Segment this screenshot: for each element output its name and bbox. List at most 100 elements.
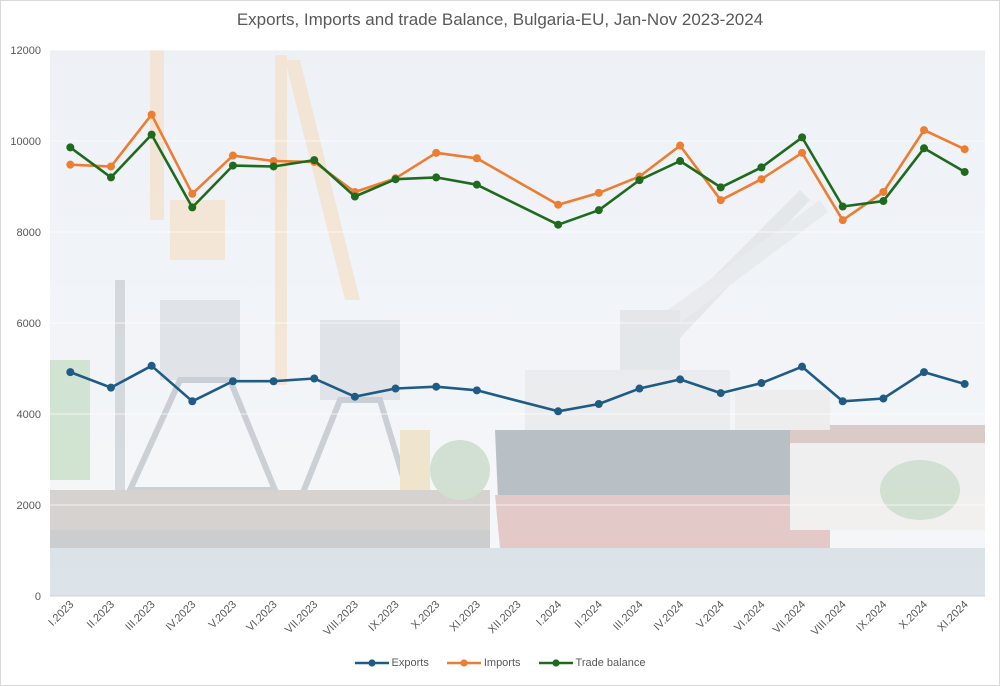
data-point — [310, 156, 319, 165]
data-point — [798, 362, 807, 371]
data-point — [838, 216, 847, 225]
legend-swatch — [446, 659, 481, 667]
series-line — [70, 113, 966, 222]
x-tick-label: VIII.2024 — [809, 599, 849, 639]
data-point — [66, 143, 75, 152]
data-point — [554, 200, 563, 209]
data-point — [594, 206, 603, 215]
data-point — [472, 180, 481, 189]
x-tick-label: VII.2024 — [771, 599, 808, 636]
data-point — [554, 220, 563, 229]
legend-item: Imports — [446, 657, 521, 669]
data-point — [66, 368, 75, 377]
y-tick-label: 2000 — [17, 500, 41, 512]
y-tick-label: 12000 — [10, 45, 41, 57]
x-tick-label: XI.2024 — [935, 599, 970, 634]
data-point — [676, 141, 685, 150]
data-point — [391, 175, 400, 184]
x-tick-label: X.2023 — [409, 599, 442, 632]
y-axis-ticks: 0 2000 4000 6000 8000 10000 12000 — [10, 45, 41, 603]
x-tick-label: II.2024 — [573, 599, 605, 631]
data-point — [757, 175, 766, 184]
data-point — [757, 379, 766, 388]
y-tick-label: 10000 — [10, 136, 41, 148]
x-tick-label: II.2023 — [85, 599, 117, 631]
data-point — [635, 384, 644, 393]
data-point — [838, 202, 847, 211]
data-point — [798, 148, 807, 157]
series-lines — [66, 110, 969, 416]
data-point — [879, 187, 888, 196]
data-point — [106, 162, 115, 171]
x-tick-label: V.2024 — [694, 599, 726, 631]
data-point — [350, 392, 359, 401]
data-point — [676, 375, 685, 384]
data-point — [228, 161, 237, 170]
y-tick-label: 6000 — [17, 318, 41, 330]
legend-label: Trade balance — [575, 657, 646, 669]
data-point — [838, 397, 847, 406]
data-point — [920, 126, 929, 135]
x-tick-label: V.2023 — [207, 599, 239, 631]
data-point — [188, 189, 197, 198]
data-point — [960, 379, 969, 388]
x-tick-label: I.2024 — [534, 599, 564, 629]
data-point — [635, 176, 644, 185]
series-line — [69, 364, 966, 413]
data-point — [960, 167, 969, 176]
data-point — [594, 399, 603, 408]
x-axis-ticks: I.2023 II.2023 III.2023 IV.2023 V.2023 VI.202… — [46, 599, 970, 639]
data-point — [716, 196, 725, 205]
data-point — [716, 183, 725, 192]
y-tick-label: 0 — [35, 591, 41, 603]
data-point — [147, 361, 156, 370]
data-point — [269, 162, 278, 171]
x-tick-label: XI.2023 — [448, 599, 483, 634]
data-point — [432, 148, 441, 157]
data-point — [472, 386, 481, 395]
data-point — [432, 382, 441, 391]
data-point — [188, 203, 197, 212]
legend-label: Imports — [483, 657, 521, 669]
series-exports — [66, 361, 969, 416]
x-tick-label: XII.2023 — [486, 599, 523, 636]
data-point — [310, 374, 319, 383]
legend: Exports Imports Trade balance — [0, 657, 1000, 669]
series-line — [69, 133, 966, 226]
data-point — [879, 394, 888, 403]
legend-swatch — [538, 659, 573, 667]
x-tick-label: IX.2023 — [366, 599, 401, 634]
y-tick-label: 4000 — [17, 409, 41, 421]
data-point — [391, 384, 400, 393]
data-point — [960, 145, 969, 154]
data-point — [228, 151, 237, 160]
data-point — [147, 130, 156, 139]
series-imports — [66, 110, 969, 225]
data-point — [350, 192, 359, 201]
x-tick-label: IV.2023 — [164, 599, 199, 634]
data-point — [432, 173, 441, 182]
data-point — [676, 157, 685, 166]
x-tick-label: IX.2024 — [854, 599, 889, 634]
x-tick-label: III.2024 — [611, 599, 645, 633]
data-point — [920, 368, 929, 377]
chart-title: Exports, Imports and trade Balance, Bulg… — [236, 10, 764, 29]
data-point — [920, 144, 929, 153]
x-tick-label: IV.2024 — [652, 599, 687, 634]
data-point — [798, 133, 807, 142]
series-trade-balance — [66, 130, 969, 229]
x-tick-label: VI.2024 — [732, 599, 767, 634]
data-point — [106, 383, 115, 392]
x-tick-label: X.2024 — [897, 599, 930, 632]
data-point — [188, 397, 197, 406]
data-point — [554, 407, 563, 416]
data-point — [106, 173, 115, 182]
data-point — [472, 154, 481, 163]
legend-label: Exports — [391, 657, 429, 669]
legend-item: Trade balance — [538, 657, 646, 669]
x-tick-label: VII.2023 — [283, 599, 320, 636]
data-point — [879, 197, 888, 206]
x-tick-label: I.2023 — [46, 599, 76, 629]
data-point — [716, 389, 725, 398]
